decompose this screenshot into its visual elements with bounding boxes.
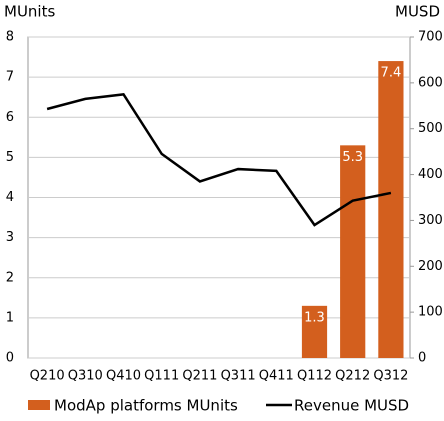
y-axis-title: MUnits bbox=[4, 3, 55, 21]
x-tick-label: Q112 bbox=[297, 369, 332, 384]
bar-value-label: 7.4 bbox=[381, 66, 402, 81]
x-tick-label: Q210 bbox=[30, 369, 65, 384]
bar bbox=[340, 145, 366, 358]
y2-tick-label: 300 bbox=[418, 213, 443, 228]
y2-tick-label: 0 bbox=[418, 351, 426, 366]
y-tick-label: 6 bbox=[6, 110, 14, 125]
x-tick-label: Q311 bbox=[221, 369, 256, 384]
y-tick-label: 4 bbox=[6, 190, 14, 205]
y2-tick-label: 200 bbox=[418, 259, 443, 274]
line bbox=[46, 92, 392, 227]
x-tick-label: Q310 bbox=[68, 369, 103, 384]
x-tick-label: Q312 bbox=[373, 369, 408, 384]
legend-label: Revenue MUSD bbox=[294, 397, 409, 415]
bar bbox=[378, 61, 404, 358]
x-tick-label: Q212 bbox=[335, 369, 370, 384]
y2-tick-label: 100 bbox=[418, 305, 443, 320]
y2-tick-label: 500 bbox=[418, 121, 443, 136]
bar-value-label: 5.3 bbox=[342, 150, 363, 165]
bar-value-label: 1.3 bbox=[304, 310, 325, 325]
y-tick-label: 0 bbox=[6, 351, 14, 366]
y2-tick-label: 600 bbox=[418, 75, 443, 90]
y-tick-label: 1 bbox=[6, 310, 14, 325]
y2-tick-label: 400 bbox=[418, 167, 443, 182]
x-tick-label: Q111 bbox=[144, 369, 179, 384]
y-tick-label: 3 bbox=[6, 230, 14, 245]
legend-label: ModAp platforms MUnits bbox=[54, 397, 238, 415]
y-tick-label: 8 bbox=[6, 30, 14, 45]
x-tick-label: Q211 bbox=[182, 369, 217, 384]
y2-tick-label: 700 bbox=[418, 30, 443, 45]
y2-axis-title: MUSD bbox=[395, 3, 440, 21]
y-tick-label: 5 bbox=[6, 150, 14, 165]
y-tick-label: 7 bbox=[6, 70, 14, 85]
x-tick-label: Q411 bbox=[259, 369, 294, 384]
bar bbox=[301, 305, 328, 358]
y-tick-label: 2 bbox=[6, 270, 14, 285]
x-tick-label: Q410 bbox=[106, 369, 141, 384]
legend-swatch bbox=[28, 400, 50, 410]
